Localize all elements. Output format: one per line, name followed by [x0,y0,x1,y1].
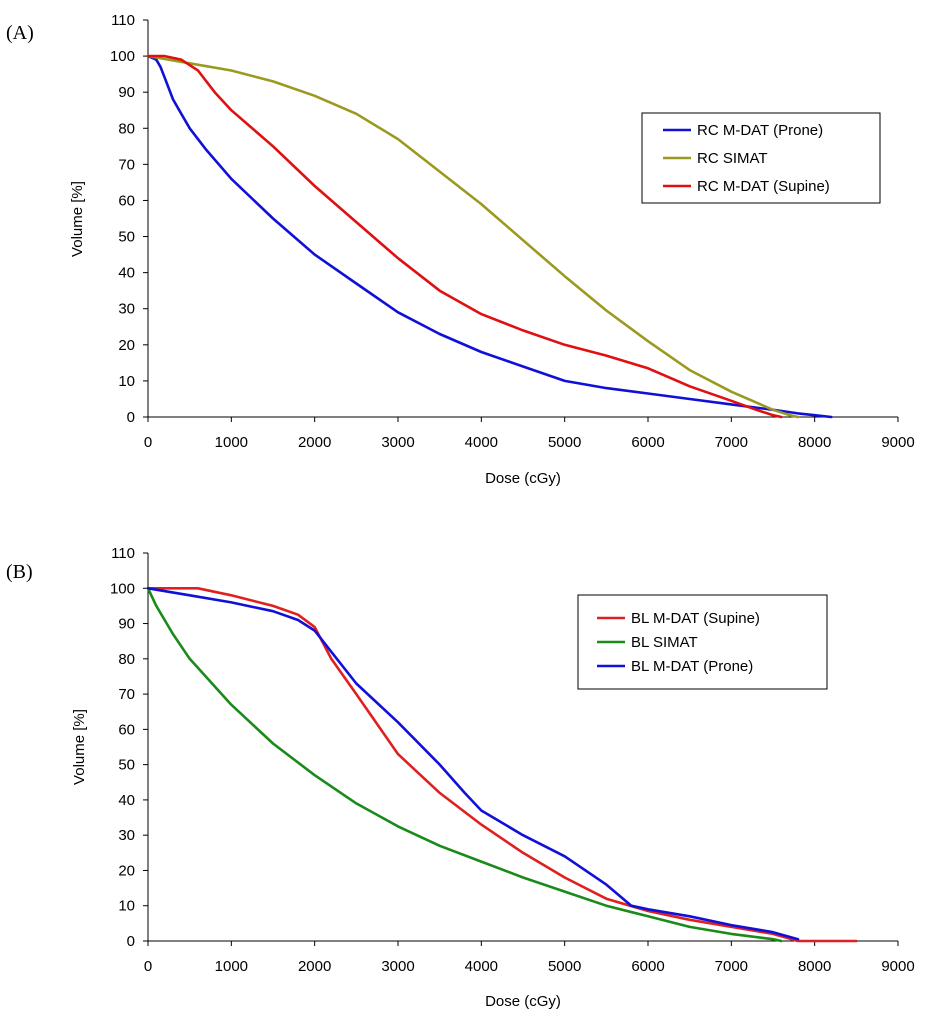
legend-entry-label: BL M-DAT (Supine) [631,610,760,627]
series-line-3 [146,54,783,419]
x-tick-label: 7000 [715,958,748,975]
y-axis-title: Volume [%] [69,181,86,257]
y-tick-label: 50 [118,757,135,774]
x-tick-label: 1000 [215,958,248,975]
legend-entry-label: RC M-DAT (Prone) [697,122,823,139]
x-tick-label: 3000 [381,434,414,451]
legend: RC M-DAT (Prone) RC SIMAT RC M-DAT (Supine… [641,112,881,204]
y-tick-label: 30 [118,301,135,318]
x-tick-label: 6000 [631,434,664,451]
x-tick-label: 2000 [298,958,331,975]
x-tick-label: 5000 [548,434,581,451]
y-axis-title: Volume [%] [71,709,88,785]
y-tick-label: 70 [118,686,135,703]
legend-entry-label: RC M-DAT (Supine) [697,178,830,195]
x-tick-label: 3000 [381,958,414,975]
y-tick-label: 0 [127,409,135,426]
y-tick-label: 0 [127,933,135,950]
x-tick-label: 0 [144,958,152,975]
y-tick-label: 70 [118,156,135,173]
y-tick-label: 90 [118,84,135,101]
x-axis-title: Dose (cGy) [485,993,561,1010]
x-tick-label: 6000 [631,958,664,975]
series-line-2 [146,587,783,943]
legend-entry-label: BL SIMAT [631,634,698,651]
x-tick-label: 9000 [881,958,914,975]
y-tick-label: 110 [111,12,135,29]
y-tick-label: 30 [118,827,135,844]
x-tick-label: 7000 [715,434,748,451]
y-tick-label: 60 [118,192,135,209]
chart-panel-a: (A) 0 10 20 30 40 50 60 70 80 90 100 110 0 1000 2000 300… [6,12,915,487]
series-line-3 [146,587,800,941]
y-tick-label: 110 [111,545,135,562]
y-tick-label: 80 [118,651,135,668]
y-tick-label: 10 [118,373,135,390]
y-tick-label: 50 [118,229,135,246]
series-line-2 [146,54,800,419]
y-tick-label: 100 [110,48,135,65]
y-tick-label: 40 [118,792,135,809]
legend-entry-label: RC SIMAT [697,150,768,167]
y-tick-label: 60 [118,721,135,738]
x-tick-label: 4000 [465,958,498,975]
y-tick-label: 20 [118,337,135,354]
series-line-1 [146,54,833,419]
x-tick-label: 8000 [798,434,831,451]
panel-label: (B) [6,561,33,583]
x-tick-label: 8000 [798,958,831,975]
chart-panel-b: (B) 0 10 20 30 40 50 60 70 80 90 100 110 0 1000 2000 300… [6,545,915,1010]
series-line-1 [146,587,858,943]
legend: BL M-DAT (Supine) BL SIMAT BL M-DAT (Prone… [577,594,828,690]
y-tick-label: 90 [118,616,135,633]
x-axis-title: Dose (cGy) [485,470,561,487]
x-tick-label: 4000 [465,434,498,451]
x-tick-label: 9000 [881,434,914,451]
y-tick-label: 20 [118,862,135,879]
x-tick-label: 1000 [215,434,248,451]
x-tick-label: 2000 [298,434,331,451]
legend-entry-label: BL M-DAT (Prone) [631,658,753,675]
y-tick-label: 40 [118,265,135,282]
x-tick-label: 5000 [548,958,581,975]
y-tick-label: 80 [118,120,135,137]
panel-label: (A) [6,22,34,44]
x-tick-label: 0 [144,434,152,451]
y-tick-label: 100 [110,580,135,597]
y-tick-label: 10 [118,898,135,915]
